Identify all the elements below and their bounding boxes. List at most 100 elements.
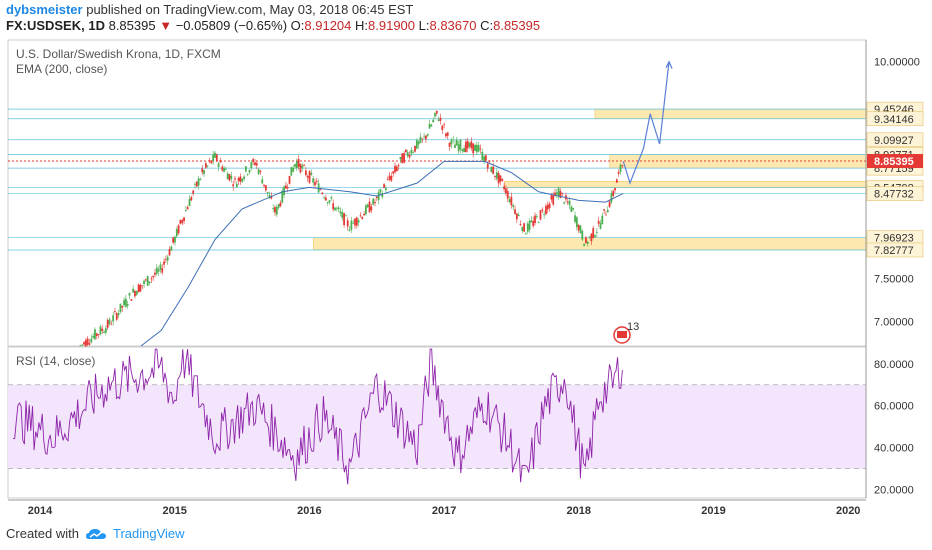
level-price-tag: [866, 111, 924, 127]
candle: [297, 158, 300, 167]
candle: [114, 311, 116, 312]
candle: [401, 153, 404, 164]
candle: [294, 164, 296, 167]
candle: [299, 163, 302, 173]
candle: [108, 319, 111, 325]
candle: [372, 198, 375, 205]
candle: [430, 124, 433, 127]
tradingview-brand[interactable]: TradingView: [112, 526, 185, 541]
candle: [537, 222, 540, 223]
candle: [512, 205, 515, 207]
candle: [555, 192, 558, 195]
candle: [304, 170, 307, 176]
candle: [208, 160, 211, 162]
price-tick-label: 7.50000: [874, 273, 914, 285]
candle: [235, 183, 238, 188]
candle: [619, 164, 622, 172]
candle: [152, 275, 155, 278]
candle: [377, 192, 380, 201]
candle: [546, 204, 549, 210]
candle: [81, 344, 84, 346]
rsi-tick-label: 80.0000: [874, 359, 914, 371]
candle: [375, 196, 378, 198]
candle: [599, 223, 602, 229]
candle: [445, 133, 447, 137]
level-price-label: 9.09927: [874, 135, 914, 147]
candle: [321, 192, 324, 195]
candle: [94, 329, 96, 340]
candle: [135, 291, 138, 295]
candle: [408, 154, 411, 158]
rsi-pane[interactable]: [7, 346, 867, 499]
candle: [132, 288, 135, 293]
candle: [550, 195, 553, 200]
candle: [197, 178, 200, 186]
candle: [594, 235, 596, 237]
price-change: −0.05809 (−0.65%): [175, 18, 288, 33]
candle: [359, 215, 362, 217]
candle: [270, 196, 273, 199]
rsi-line: [13, 348, 623, 485]
candle: [346, 220, 349, 227]
candle: [237, 177, 240, 182]
candle: [263, 184, 265, 187]
candle: [103, 331, 105, 333]
candle: [95, 333, 98, 336]
event-count: 13: [627, 321, 639, 333]
candle: [588, 236, 591, 238]
candle: [201, 168, 204, 173]
candle: [601, 215, 604, 225]
candle: [214, 152, 216, 158]
candle: [492, 166, 495, 174]
candle: [264, 185, 267, 191]
candle: [465, 141, 467, 152]
candle: [610, 193, 613, 203]
candle: [535, 215, 538, 217]
candle: [295, 161, 298, 169]
candle: [386, 179, 389, 181]
candle: [470, 141, 473, 149]
candle: [126, 304, 129, 306]
candle: [301, 165, 304, 169]
candle: [603, 209, 606, 211]
candle: [566, 201, 569, 203]
candle: [161, 268, 164, 273]
author-link[interactable]: dybsmeister: [6, 2, 83, 17]
candle: [106, 320, 109, 328]
candle: [272, 208, 275, 210]
candle: [406, 152, 409, 157]
candle: [288, 175, 291, 184]
candle: [243, 176, 245, 180]
candle: [521, 227, 524, 231]
candle: [606, 210, 609, 213]
candle: [455, 139, 458, 146]
open-label: O:: [290, 18, 305, 33]
candle: [539, 210, 542, 220]
candle: [581, 230, 584, 240]
high-value: 8.91900: [368, 18, 416, 33]
candle: [534, 215, 536, 224]
candle: [117, 312, 120, 316]
candle: [354, 218, 356, 226]
candle: [204, 163, 207, 168]
candle: [570, 206, 573, 212]
candle: [361, 216, 364, 219]
candle: [172, 237, 175, 243]
candle: [170, 246, 173, 251]
candle: [290, 167, 293, 176]
candle: [505, 188, 507, 194]
symbol-line: FX:USDSEK, 1D 8.85395 ▼ −0.05809 (−0.65%…: [6, 18, 540, 33]
flag-icon-stripe: [617, 331, 627, 338]
low-label: L:: [418, 18, 430, 33]
candle: [184, 209, 187, 212]
candle: [495, 172, 498, 179]
candle: [139, 284, 142, 292]
candle: [348, 229, 351, 231]
candle: [244, 166, 247, 172]
candle: [341, 212, 344, 218]
candle: [79, 345, 82, 347]
candle: [255, 163, 258, 166]
candle: [405, 149, 407, 153]
main-pane[interactable]: 13: [7, 39, 867, 348]
